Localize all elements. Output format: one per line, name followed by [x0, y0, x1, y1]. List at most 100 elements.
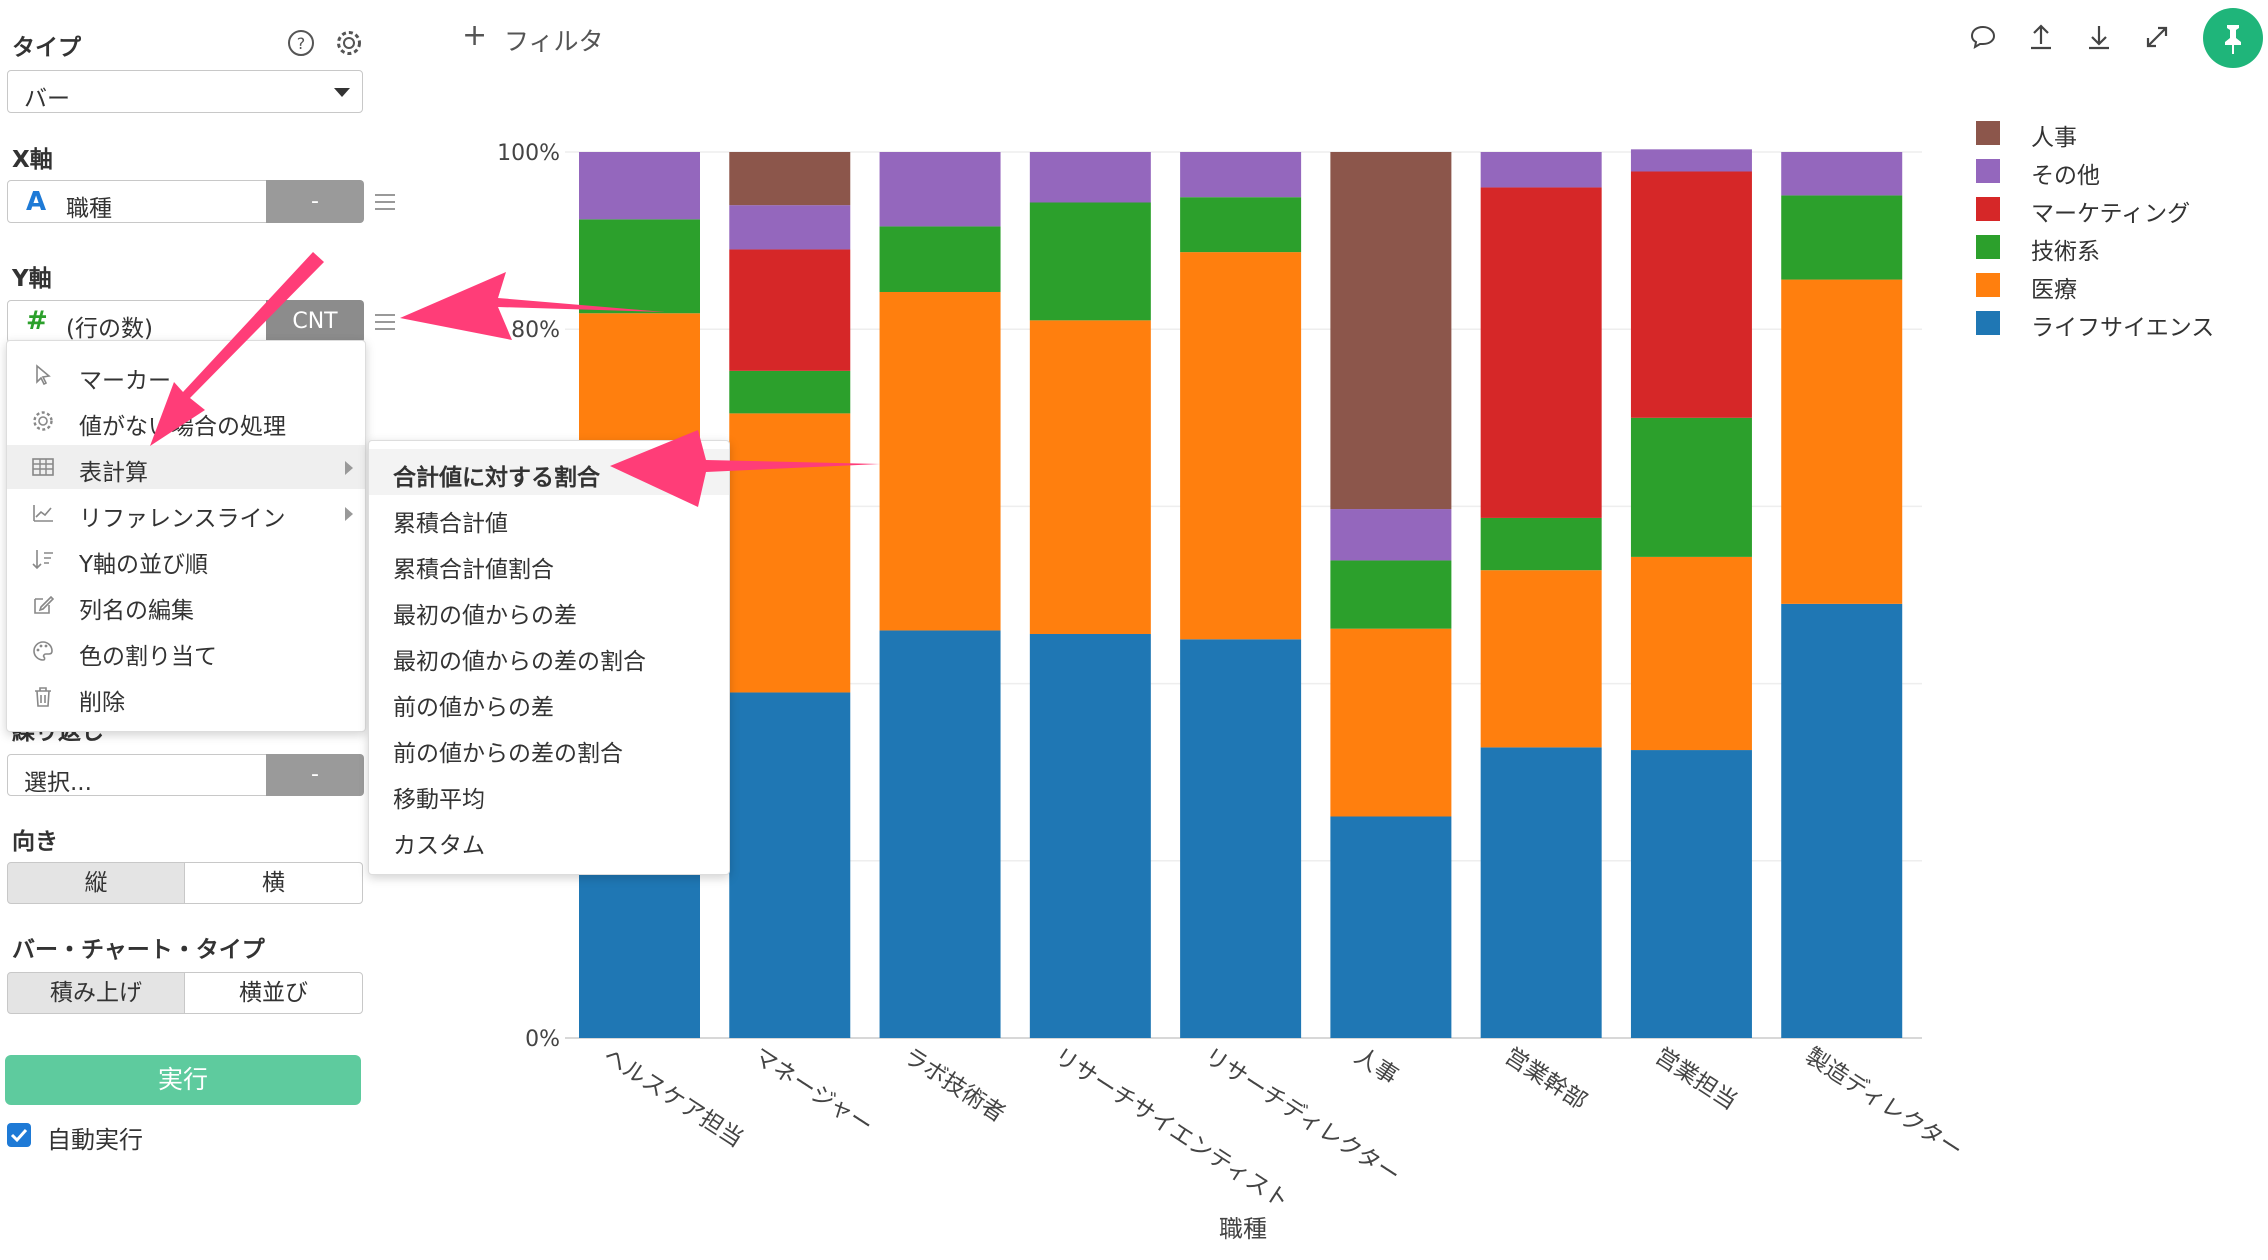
- bar-segment[interactable]: [1480, 570, 1602, 748]
- bar-segment[interactable]: [1781, 279, 1903, 604]
- orientation-horizontal-option[interactable]: 横: [184, 862, 363, 904]
- submenu-item-running-total[interactable]: 累積合計値: [393, 511, 508, 537]
- bar-segment[interactable]: [1180, 197, 1302, 253]
- y-axis-menu-icon[interactable]: [375, 314, 395, 330]
- bar-segment[interactable]: [1029, 152, 1151, 203]
- bar-segment[interactable]: [1029, 202, 1151, 321]
- x-axis-agg-button[interactable]: -: [266, 180, 364, 223]
- legend-label: 技術系: [2031, 239, 2100, 265]
- download-icon[interactable]: [2082, 20, 2116, 54]
- x-tick-label: 営業幹部: [1500, 1043, 1591, 1115]
- bar-segment[interactable]: [879, 630, 1001, 1038]
- bar-segment[interactable]: [1630, 417, 1752, 557]
- bar-segment[interactable]: [1480, 517, 1602, 571]
- bar-segment[interactable]: [1330, 628, 1452, 817]
- bar-type-label: バー・チャート・タイプ: [12, 937, 265, 963]
- bar-type-stacked-option[interactable]: 積み上げ: [7, 972, 185, 1014]
- menu-item-y-axis-sort[interactable]: Y軸の並び順: [7, 537, 365, 581]
- menu-item-color-assign[interactable]: 色の割り当て: [7, 629, 365, 673]
- bar-segment[interactable]: [1029, 633, 1151, 1038]
- x-axis-title: 職種: [1219, 1215, 1267, 1243]
- repeat-agg-button[interactable]: -: [266, 754, 364, 796]
- settings-gear-icon[interactable]: [334, 28, 364, 58]
- x-axis-menu-icon[interactable]: [375, 194, 395, 210]
- bar-segment[interactable]: [879, 226, 1001, 292]
- expand-icon[interactable]: [2140, 20, 2174, 54]
- menu-item-reference-line[interactable]: リファレンスライン: [7, 491, 365, 535]
- bar-segment[interactable]: [729, 249, 851, 371]
- bar-segment[interactable]: [1330, 152, 1452, 510]
- submenu-item-moving-average[interactable]: 移動平均: [393, 787, 485, 813]
- bar-segment[interactable]: [1180, 252, 1302, 640]
- bar-segment[interactable]: [1630, 750, 1752, 1038]
- bar-segment[interactable]: [879, 291, 1001, 631]
- legend-label: その他: [2031, 163, 2100, 189]
- x-tick-label: マネージャー: [749, 1043, 878, 1139]
- bar-segment[interactable]: [1480, 747, 1602, 1038]
- bar-segment[interactable]: [729, 152, 851, 206]
- submenu-item-percent-of-total[interactable]: 合計値に対する割合: [369, 449, 729, 495]
- bar-segment[interactable]: [879, 152, 1001, 227]
- bar-segment[interactable]: [1180, 152, 1302, 198]
- y-tick-label: 100%: [497, 141, 560, 166]
- bar-segment[interactable]: [729, 370, 851, 414]
- submenu-item-diff-from-first-percent[interactable]: 最初の値からの差の割合: [393, 649, 646, 675]
- legend-swatch: [1976, 235, 2000, 259]
- checkmark-icon: [10, 1128, 28, 1143]
- bar-segment[interactable]: [1180, 639, 1302, 1038]
- x-tick-label: ラボ技術者: [899, 1043, 1010, 1127]
- bar-segment[interactable]: [1781, 152, 1903, 196]
- submenu-item-diff-from-previous[interactable]: 前の値からの差: [393, 695, 554, 721]
- submenu-item-running-total-percent[interactable]: 累積合計値割合: [393, 557, 554, 583]
- bar-segment[interactable]: [1029, 320, 1151, 634]
- submenu-arrow-icon: [345, 461, 353, 475]
- legend-label: 医療: [2031, 277, 2077, 303]
- bar-segment[interactable]: [1480, 152, 1602, 188]
- submenu-item-custom[interactable]: カスタム: [393, 833, 485, 859]
- x-axis-field[interactable]: A 職種 -: [7, 180, 364, 223]
- bar-segment[interactable]: [729, 205, 851, 250]
- bar-segment[interactable]: [1630, 556, 1752, 751]
- menu-item-missing-values[interactable]: 値がない場合の処理: [7, 399, 365, 443]
- orientation-vertical-option[interactable]: 縦: [7, 862, 185, 904]
- bar-segment[interactable]: [1630, 149, 1752, 172]
- bar-segment[interactable]: [579, 152, 700, 220]
- menu-item-rename-column[interactable]: 列名の編集: [7, 583, 365, 627]
- legend-label: ライフサイエンス: [2031, 315, 2215, 341]
- bar-segment[interactable]: [1480, 187, 1602, 518]
- comment-icon[interactable]: [1966, 20, 2000, 54]
- bar-segment[interactable]: [729, 413, 851, 693]
- x-tick-label: 人事: [1350, 1043, 1403, 1090]
- bar-segment[interactable]: [1330, 560, 1452, 629]
- chart-type-select[interactable]: バー: [7, 70, 363, 113]
- submenu-item-diff-from-previous-percent[interactable]: 前の値からの差の割合: [393, 741, 623, 767]
- repeat-select-value: 選択...: [24, 770, 92, 796]
- y-axis-label: Y軸: [12, 266, 52, 292]
- legend-swatch: [1976, 121, 2000, 145]
- bar-segment[interactable]: [1781, 603, 1903, 1038]
- auto-run-checkbox[interactable]: [7, 1123, 31, 1147]
- bar-segment[interactable]: [1630, 171, 1752, 418]
- x-axis-label: X軸: [12, 147, 53, 173]
- bar-segment[interactable]: [729, 692, 851, 1038]
- bar-segment[interactable]: [579, 219, 700, 314]
- run-button[interactable]: 実行: [5, 1055, 361, 1105]
- bar-segment[interactable]: [1330, 509, 1452, 561]
- legend-swatch: [1976, 197, 2000, 221]
- submenu-item-diff-from-first[interactable]: 最初の値からの差: [393, 603, 577, 629]
- bar-segment[interactable]: [1330, 816, 1452, 1039]
- menu-item-delete[interactable]: 削除: [7, 675, 365, 719]
- repeat-select[interactable]: 選択... -: [7, 754, 364, 796]
- bar-segment[interactable]: [1781, 195, 1903, 280]
- legend-label: 人事: [2031, 125, 2077, 151]
- menu-item-marker[interactable]: マーカー: [7, 353, 365, 397]
- cursor-icon: [31, 363, 55, 387]
- pin-button[interactable]: [2203, 8, 2263, 68]
- x-tick-label: ヘルスケア担当: [598, 1043, 747, 1152]
- help-icon[interactable]: ?: [286, 28, 316, 58]
- bar-type-side-by-side-option[interactable]: 横並び: [184, 972, 363, 1014]
- menu-item-table-calculation[interactable]: 表計算: [7, 445, 365, 489]
- number-type-icon: #: [26, 306, 48, 336]
- submenu-arrow-icon: [345, 507, 353, 521]
- upload-icon[interactable]: [2024, 20, 2058, 54]
